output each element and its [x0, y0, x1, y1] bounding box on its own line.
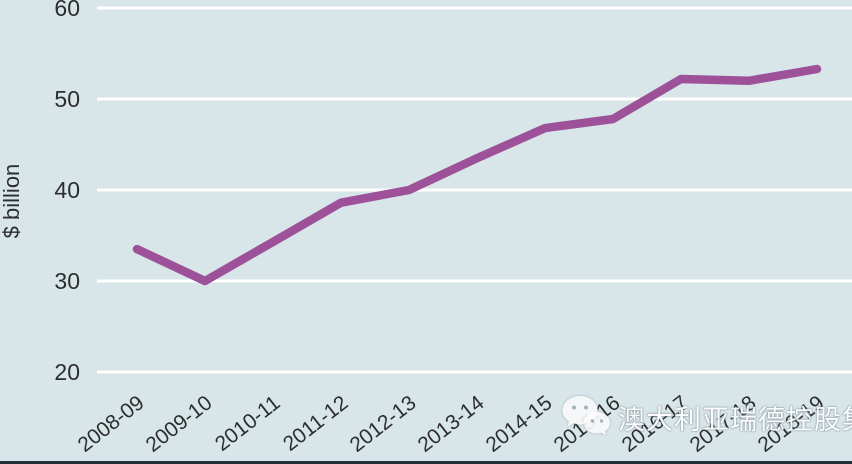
wechat-icon [562, 396, 610, 436]
watermark: 澳大利亚瑞德控股集团 [560, 394, 852, 440]
data-series-line [132, 64, 822, 286]
y-tick-label-60: 60 [54, 0, 80, 21]
y-tick-label-50: 50 [54, 86, 80, 112]
y-axis-title: $ billion [0, 163, 24, 239]
bottom-edge-bar [0, 461, 852, 464]
y-tick-label-40: 40 [54, 177, 80, 203]
watermark-text: 澳大利亚瑞德控股集团 [618, 404, 852, 435]
y-tick-label-30: 30 [54, 268, 80, 294]
y-tick-label-20: 20 [54, 359, 80, 385]
